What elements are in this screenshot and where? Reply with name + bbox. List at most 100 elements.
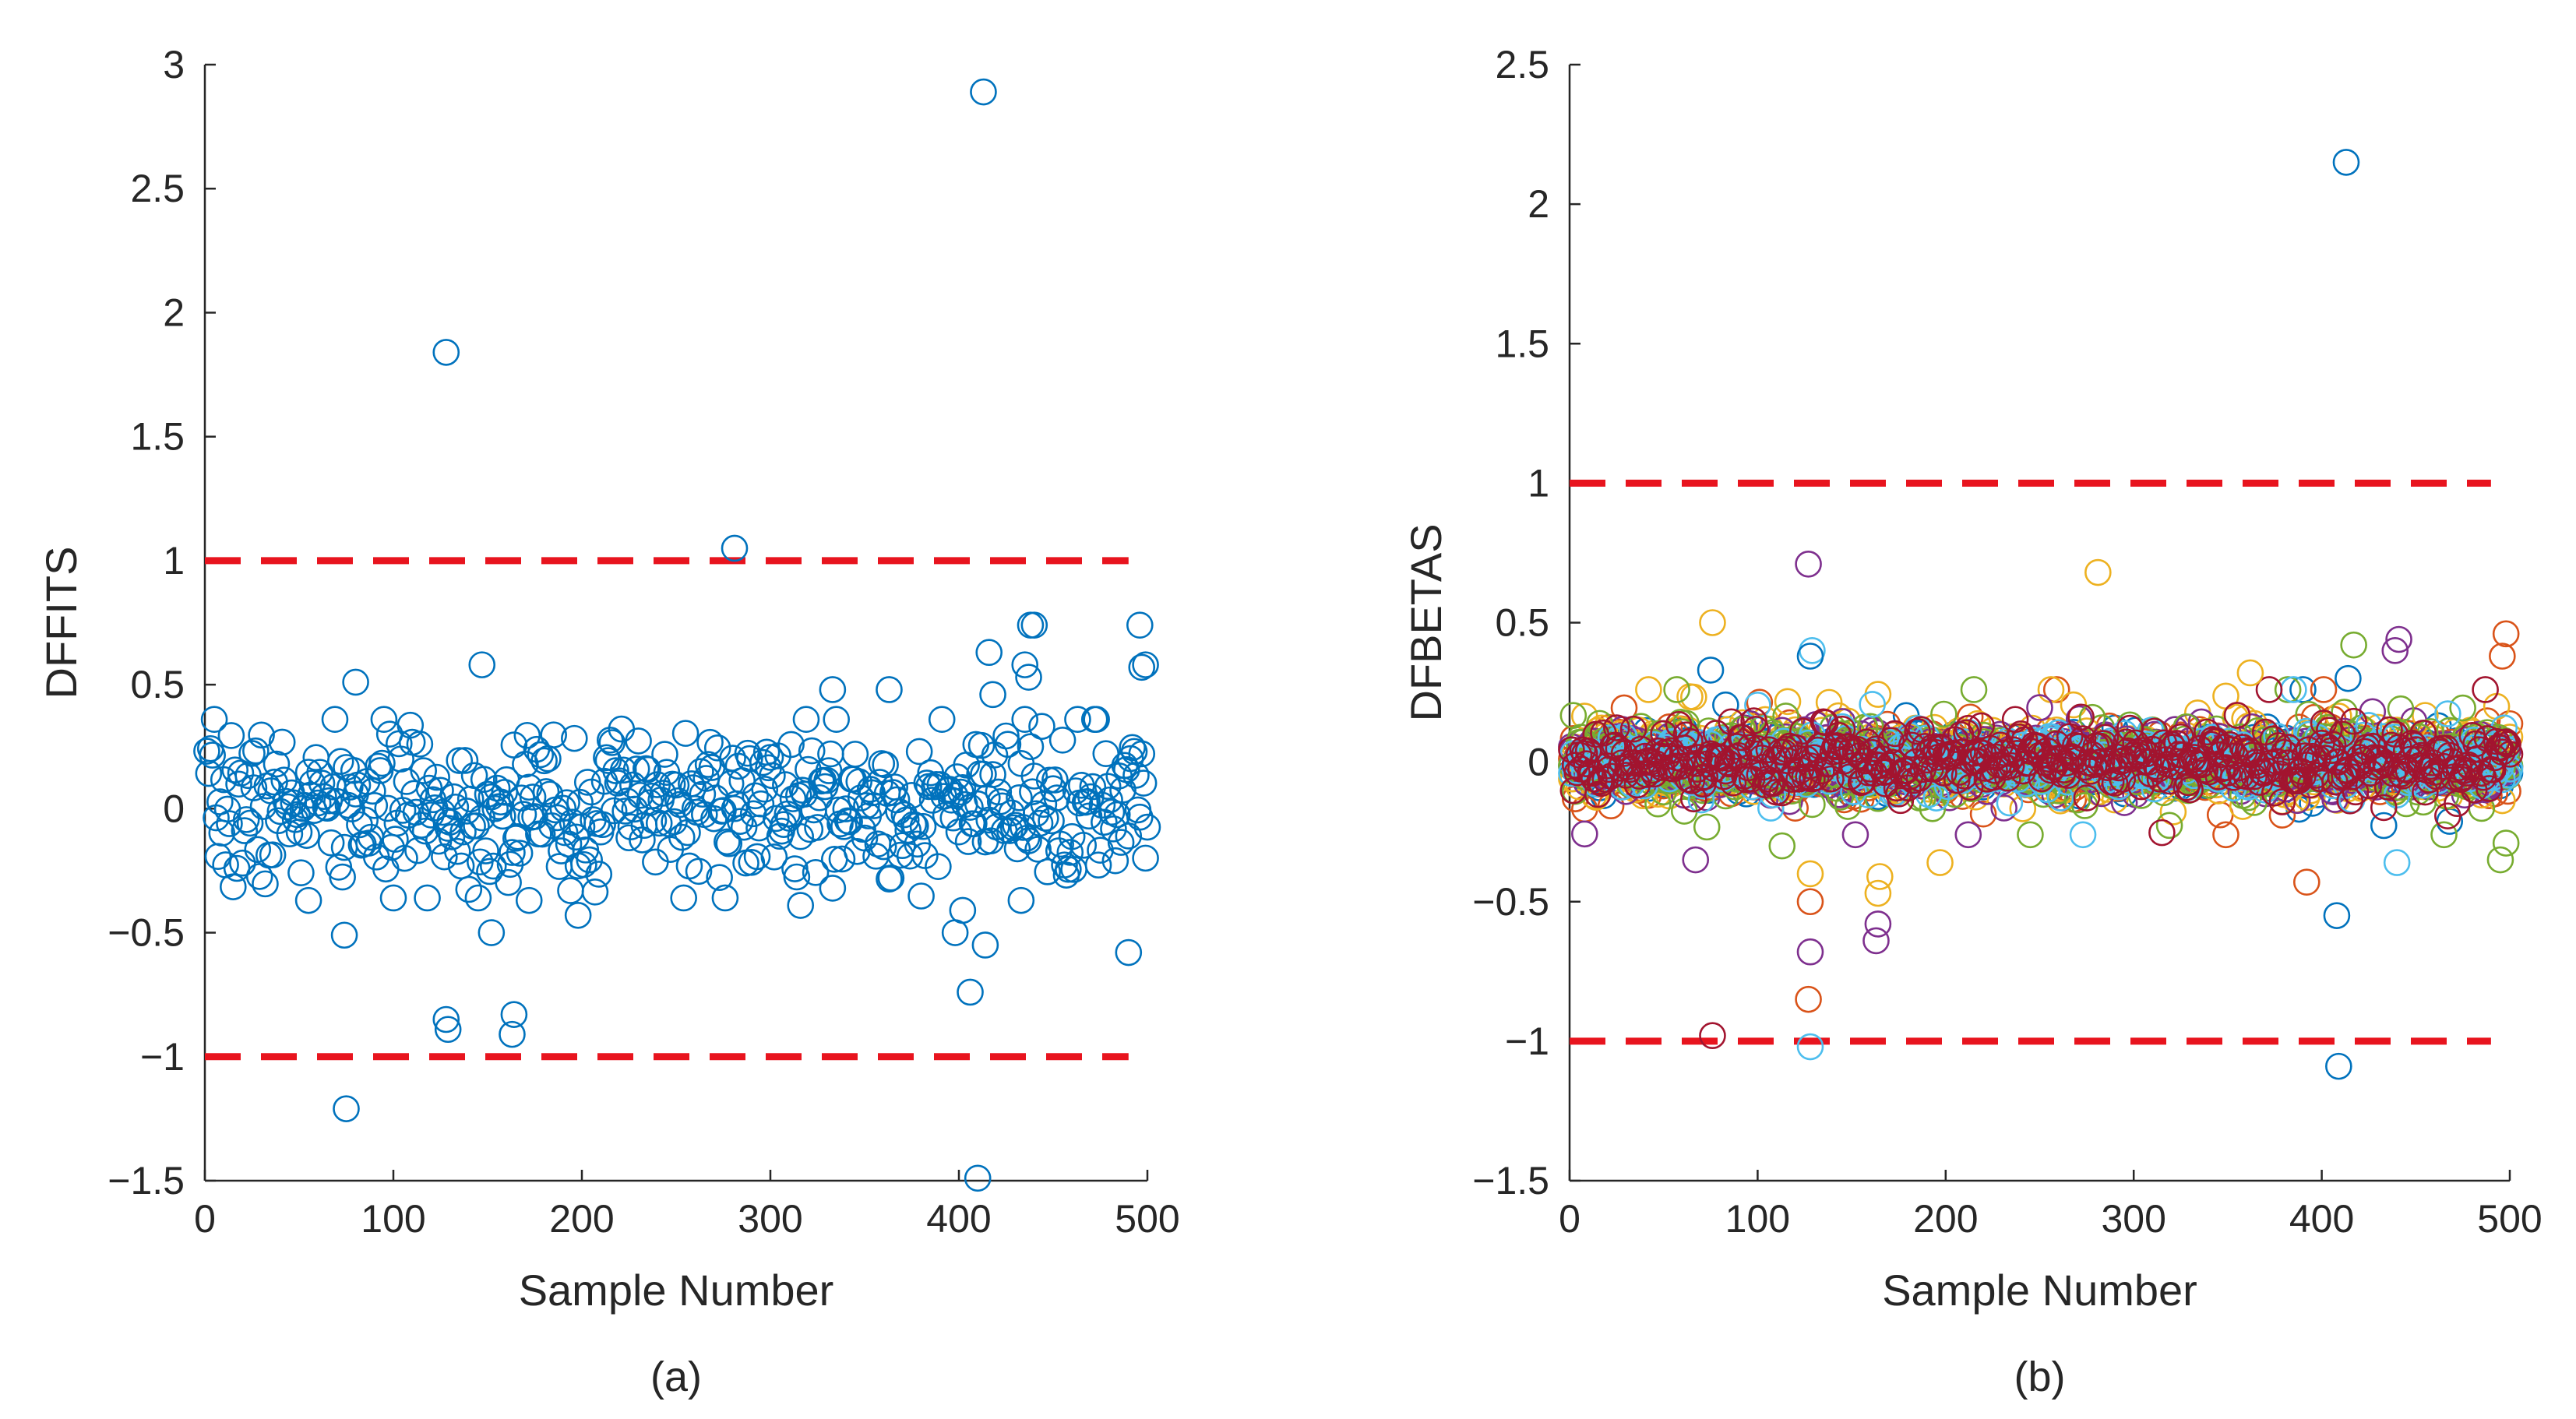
data-point-series-7 (2259, 725, 2287, 753)
data-point (576, 846, 603, 874)
outlier-point (2492, 620, 2520, 648)
data-point (396, 711, 425, 739)
data-point-series-2 (2042, 676, 2070, 703)
data-point-series-7 (1898, 731, 1926, 759)
data-point (229, 849, 256, 877)
outlier-point (1768, 832, 1796, 860)
data-point (600, 797, 628, 825)
data-point-series-1 (2289, 676, 2317, 703)
y-tick-label: −1.5 (1472, 1159, 1549, 1202)
outlier-point (975, 639, 1003, 667)
data-point (909, 812, 937, 840)
data-point (954, 828, 982, 855)
data-point (570, 850, 597, 879)
outlier-point (957, 978, 984, 1006)
data-point (703, 734, 731, 762)
data-point-series-4 (1954, 821, 1982, 849)
outlier-point (2323, 902, 2351, 929)
data-point (302, 744, 330, 771)
data-point (872, 751, 899, 779)
data-point-series-7 (1742, 715, 1770, 743)
data-point-series-7 (2315, 717, 2343, 744)
y-tick-label: −1.5 (107, 1159, 185, 1202)
data-point (696, 728, 724, 756)
data-point (1024, 836, 1052, 863)
data-point (1083, 706, 1110, 733)
data-point (1070, 832, 1098, 859)
data-point-series-5 (2017, 821, 2044, 849)
data-point (221, 756, 249, 783)
data-point-series-7 (2176, 776, 2204, 804)
data-point (1058, 822, 1086, 850)
data-point-series-5 (1834, 793, 1862, 820)
data-point-series-6 (2355, 712, 2383, 739)
data-point (779, 785, 807, 812)
outlier-point (2335, 664, 2362, 692)
data-point-series-7 (2218, 736, 2246, 763)
data-point (736, 745, 763, 773)
data-point (762, 805, 790, 833)
outlier-point (2383, 849, 2411, 876)
data-point (374, 794, 402, 822)
data-point-series-4 (1571, 820, 1598, 848)
data-point-series-7 (2496, 741, 2524, 768)
data-point (453, 798, 481, 825)
data-point (506, 840, 534, 867)
data-point (240, 774, 268, 801)
data-point (317, 829, 345, 857)
outlier-point (515, 886, 543, 914)
data-point-series-4 (2026, 694, 2053, 721)
data-point (532, 778, 560, 805)
outlier-point (1697, 657, 1725, 684)
outlier-point (1128, 653, 1156, 681)
panel-a-dffits: −1.5 −1 −0.5 0 0.5 1 1.5 2 2.5 3 0 100 200 300 400 500 S… (37, 43, 1180, 1400)
data-point (738, 848, 766, 876)
data-point (204, 843, 232, 870)
data-point-series-7 (2370, 794, 2398, 822)
data-point (1017, 733, 1045, 760)
outlier-point (330, 921, 358, 949)
outlier-point (819, 676, 847, 703)
outlier-point (2084, 558, 2112, 586)
data-point (1041, 766, 1069, 794)
outlier-point (2489, 643, 2516, 670)
data-point-series-7 (1588, 769, 1616, 798)
data-point (1073, 787, 1101, 815)
outlier-point (2385, 625, 2412, 653)
data-point (479, 852, 507, 880)
data-point (219, 873, 247, 900)
data-point (651, 741, 678, 768)
data-point-series-3 (2037, 676, 2065, 703)
data-point (263, 750, 291, 778)
markers (193, 78, 1161, 1192)
data-point-series-7 (2046, 745, 2074, 773)
outlier-point (2381, 637, 2409, 664)
data-point (743, 843, 771, 871)
data-point (596, 727, 624, 754)
data-point (726, 808, 754, 835)
data-point (519, 783, 547, 811)
data-point-series-7 (1779, 761, 1807, 788)
data-point (483, 774, 511, 802)
data-point (802, 859, 830, 886)
data-point (662, 771, 690, 799)
data-point (481, 794, 509, 822)
data-point-series-5 (1930, 700, 1958, 728)
data-point (1119, 734, 1146, 762)
data-point-series-5 (1644, 790, 1672, 818)
x-tick-label: 200 (1913, 1197, 1978, 1241)
data-point-series-7 (1823, 732, 1851, 759)
data-point (464, 884, 492, 912)
data-point (293, 822, 320, 849)
data-point (1011, 706, 1038, 733)
data-point (1032, 805, 1059, 832)
outlier-point (1015, 664, 1042, 691)
data-point (594, 747, 622, 774)
data-point (819, 875, 847, 902)
data-point-series-7 (1994, 764, 2021, 792)
outlier-point (1011, 651, 1038, 678)
data-point-series-7 (2052, 749, 2080, 777)
data-point (945, 818, 973, 846)
data-point (1122, 762, 1150, 789)
markers (1558, 149, 2524, 1080)
